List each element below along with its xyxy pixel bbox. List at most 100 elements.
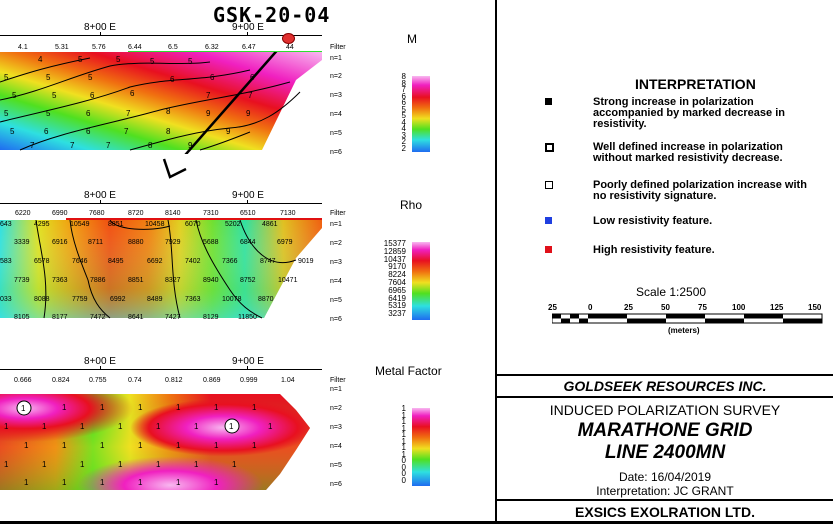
legend-text: Well defined increase in polarization wi… xyxy=(593,141,783,164)
svg-text:8: 8 xyxy=(148,141,153,150)
contractor-name: EXSICS EXOLRATION LTD. xyxy=(575,504,755,520)
station-label-900: 9+00 E xyxy=(232,190,264,201)
svg-text:7402: 7402 xyxy=(185,258,201,265)
svg-text:8489: 8489 xyxy=(147,296,163,303)
n-label: n=2 xyxy=(330,405,342,412)
tick-mark xyxy=(100,32,101,36)
svg-text:1: 1 xyxy=(100,441,105,450)
svg-text:7472: 7472 xyxy=(90,314,106,321)
svg-text:1: 1 xyxy=(252,441,257,450)
legend-text: Poorly defined polarization increase wit… xyxy=(593,179,807,202)
red-square-icon xyxy=(545,246,552,253)
red-bar xyxy=(66,218,322,220)
station-label-800: 8+00 E xyxy=(84,22,116,33)
svg-text:1: 1 xyxy=(156,422,161,431)
top-value: 6510 xyxy=(240,210,256,217)
svg-text:1: 1 xyxy=(80,422,85,431)
divider-line xyxy=(497,374,833,376)
n-label: n=6 xyxy=(330,316,342,323)
svg-text:8747: 8747 xyxy=(260,258,276,265)
top-value: 0.869 xyxy=(203,377,221,384)
axis-line xyxy=(0,35,322,36)
svg-text:5: 5 xyxy=(78,55,83,64)
panel-title-m: M xyxy=(407,32,417,46)
svg-text:1: 1 xyxy=(4,460,9,469)
line-name: LINE 2400MN xyxy=(604,442,726,463)
scale-labels-rho: 15377 12859 10437 9170 8224 7604 6965 6419 5319 3… xyxy=(383,239,406,319)
svg-text:11850: 11850 xyxy=(238,314,257,321)
svg-text:6844: 6844 xyxy=(240,239,256,246)
top-value: 6990 xyxy=(52,210,68,217)
divider-line xyxy=(497,396,833,398)
svg-text:8327: 8327 xyxy=(165,277,181,284)
filter-label: Filter xyxy=(330,210,346,217)
svg-text:6: 6 xyxy=(44,127,49,136)
station-label-800: 8+00 E xyxy=(84,356,116,367)
svg-text:7: 7 xyxy=(248,91,253,100)
top-value: 5.31 xyxy=(55,44,69,51)
company-name: GOLDSEEK RESOURCES INC. xyxy=(563,378,767,394)
panel-metal-factor: 8+00 E 9+00 E 0.666 0.824 0.755 0.74 0.8… xyxy=(0,356,495,496)
top-value: 6.47 xyxy=(242,44,256,51)
n-label: n=3 xyxy=(330,92,342,99)
svg-text:7: 7 xyxy=(206,91,211,100)
filled-square-icon xyxy=(545,98,552,105)
grid-name: MARATHONE GRID xyxy=(577,420,753,441)
svg-text:8641: 8641 xyxy=(128,314,144,321)
svg-text:5: 5 xyxy=(150,57,155,66)
tick-mark xyxy=(247,200,248,204)
top-value: 8140 xyxy=(165,210,181,217)
svg-text:1: 1 xyxy=(229,422,234,431)
svg-text:1: 1 xyxy=(156,460,161,469)
top-value: 0.755 xyxy=(89,377,107,384)
svg-text:9: 9 xyxy=(246,109,251,118)
axis-line xyxy=(0,369,322,370)
svg-text:7363: 7363 xyxy=(52,277,68,284)
top-value: 0.999 xyxy=(240,377,258,384)
svg-text:9019: 9019 xyxy=(298,258,314,265)
svg-text:8: 8 xyxy=(166,127,171,136)
scale-title: Scale 1:2500 xyxy=(636,285,707,299)
tick-mark xyxy=(100,366,101,370)
n-label: n=5 xyxy=(330,130,342,137)
svg-text:8177: 8177 xyxy=(52,314,68,321)
legend-text: Strong increase in polarization accompan… xyxy=(593,96,785,130)
svg-text:8: 8 xyxy=(166,107,171,116)
svg-text:1: 1 xyxy=(176,478,181,487)
svg-text:9: 9 xyxy=(206,109,211,118)
top-value: 0.812 xyxy=(165,377,183,384)
station-label-900: 9+00 E xyxy=(232,356,264,367)
svg-text:7739: 7739 xyxy=(14,277,30,284)
scale-bar xyxy=(552,313,823,324)
svg-text:1: 1 xyxy=(214,441,219,450)
svg-text:5: 5 xyxy=(88,73,93,82)
svg-text:5: 5 xyxy=(46,109,51,118)
svg-text:6992: 6992 xyxy=(110,296,126,303)
bottom-border xyxy=(0,521,833,524)
n-label: n=5 xyxy=(330,462,342,469)
filter-label: Filter xyxy=(330,44,346,51)
svg-text:5: 5 xyxy=(12,91,17,100)
svg-text:10078: 10078 xyxy=(222,296,242,303)
svg-text:5: 5 xyxy=(46,73,51,82)
svg-text:7: 7 xyxy=(70,141,75,150)
svg-text:6: 6 xyxy=(130,89,135,98)
n-label: n=4 xyxy=(330,111,342,118)
top-value: 0.666 xyxy=(14,377,32,384)
top-value: 6.5 xyxy=(168,44,178,51)
svg-text:8851: 8851 xyxy=(128,277,144,284)
svg-text:7646: 7646 xyxy=(72,258,88,265)
svg-text:10549: 10549 xyxy=(70,221,90,228)
svg-text:1: 1 xyxy=(252,403,257,412)
n-label: n=6 xyxy=(330,149,342,156)
top-value: 6.44 xyxy=(128,44,142,51)
svg-text:7759: 7759 xyxy=(72,296,88,303)
top-value: 7680 xyxy=(89,210,105,217)
svg-text:1: 1 xyxy=(100,403,105,412)
top-value: 0.824 xyxy=(52,377,70,384)
n-label: n=4 xyxy=(330,443,342,450)
svg-text:7363: 7363 xyxy=(185,296,201,303)
survey-title: INDUCED POLARIZATION SURVEY xyxy=(549,402,781,418)
interpretation-title: INTERPRETATION xyxy=(635,76,756,92)
